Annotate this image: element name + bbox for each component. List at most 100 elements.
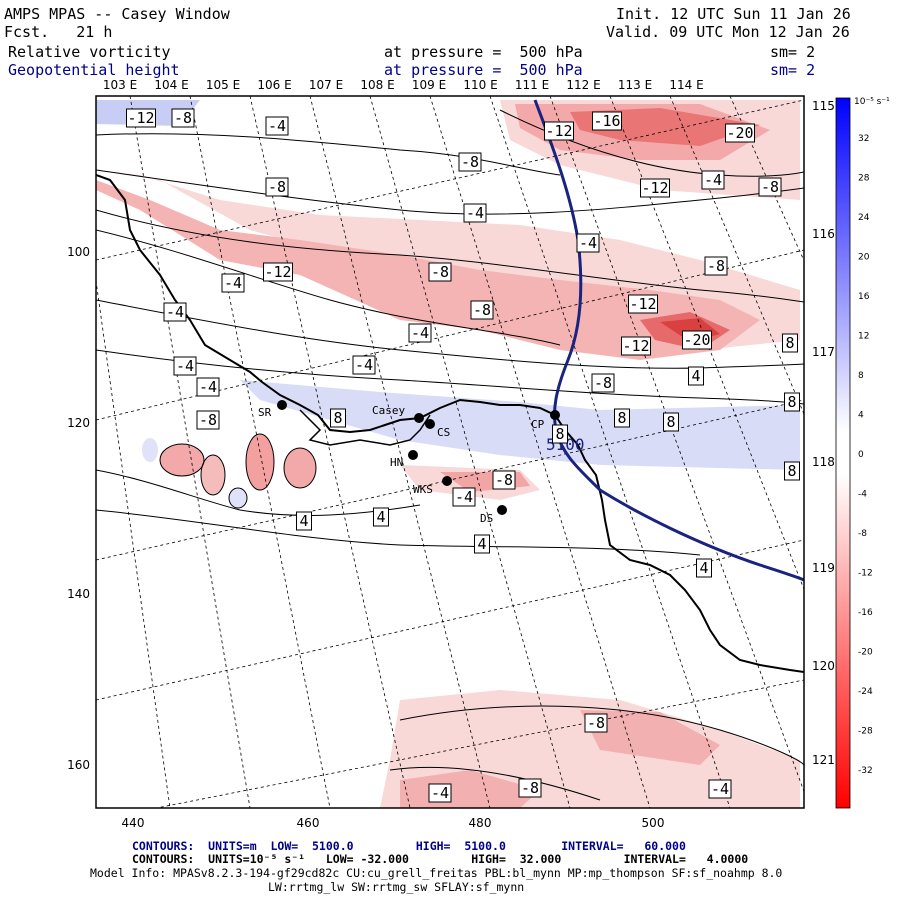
colorbar-tick: 32 (858, 134, 869, 144)
contour-labels: -12 -8 -4 -8 -4 -12 -16 -20 -8 -4 -12 -8 -4 -4 -12 -8 -8… (126, 108, 800, 803)
contour-label-box: -12 (640, 178, 670, 198)
contour-label-box: -4 (196, 377, 220, 397)
coastline-inner (299, 409, 431, 446)
station-label: CS (437, 426, 450, 439)
vort-contours (96, 109, 804, 801)
x-tick-label: 500 (642, 816, 665, 830)
x-tick-label: 460 (297, 816, 320, 830)
svg-text:-20: -20 (683, 331, 710, 349)
contour-label-box: 4 (474, 534, 490, 554)
station-dot (442, 476, 452, 486)
contour-label-box: -4 (452, 487, 476, 507)
contour-label-box: -12 (263, 262, 293, 282)
svg-text:8: 8 (787, 393, 796, 411)
contour-info-vorticity: CONTOURS: UNITS=10⁻⁵ s⁻¹ LOW= -32.000 HI… (132, 852, 749, 866)
svg-text:-8: -8 (473, 301, 491, 319)
svg-text:-4: -4 (199, 378, 217, 396)
smoothing-1: sm= 2 (770, 43, 816, 61)
svg-text:4: 4 (299, 512, 308, 530)
contour-label-box: -20 (725, 123, 755, 143)
station-dot (408, 450, 418, 460)
contour-label-box: -4 (163, 302, 187, 322)
contour-label-box: 4 (688, 366, 704, 386)
contour-label-box: -4 (352, 355, 376, 375)
contour-label-box: 8 (663, 412, 679, 432)
svg-text:-12: -12 (264, 263, 291, 281)
station-dot (414, 413, 424, 423)
lon-label: 103 E (103, 78, 137, 92)
contour-info-height: CONTOURS: UNITS=m LOW= 5100.0 HIGH= 5100… (132, 839, 686, 853)
colorbar-tick: -32 (858, 766, 873, 776)
contour-label-box: -4 (701, 170, 725, 190)
contour-label-box: 4 (296, 511, 312, 531)
svg-text:4: 4 (477, 535, 486, 553)
contour-label-box: -20 (682, 330, 712, 350)
svg-text:-12: -12 (629, 295, 656, 313)
svg-text:-12: -12 (641, 179, 668, 197)
svg-text:8: 8 (333, 409, 342, 427)
smoothing-2: sm= 2 (770, 61, 816, 79)
lon-label: 110 E (463, 78, 497, 92)
vort-blob (229, 488, 247, 508)
contour-label-box: -4 (576, 233, 600, 253)
colorbar-tick: 20 (858, 253, 870, 263)
colorbar-tick: -24 (858, 687, 873, 697)
init-time: Init. 12 UTC Sun 11 Jan 26 (616, 5, 851, 23)
contour-label-box: -8 (591, 373, 615, 393)
colorbar-labels: 32 28 24 20 16 12 8 4 0 -4 -8 -12 -16 -20 -24 -28 -32 (858, 134, 873, 776)
vort-blob (284, 448, 316, 488)
lon-label: 104 E (154, 78, 188, 92)
colorbar-tick: -16 (858, 608, 873, 618)
coastline (96, 174, 804, 673)
lon-label: 105 E (206, 78, 240, 92)
station-markers: SR Casey CS HN WKS DS CP (258, 400, 560, 525)
contour-label-box: -8 (584, 713, 608, 733)
svg-text:-8: -8 (707, 257, 725, 275)
colorbar-tick: 24 (858, 213, 870, 223)
vort-shade-mid (580, 710, 720, 765)
contour-label-box: 8 (784, 392, 800, 412)
station-dot (497, 505, 507, 515)
station-dot (550, 410, 560, 420)
contour-label-box: -8 (171, 108, 195, 128)
vort-blob (142, 438, 158, 462)
svg-text:-8: -8 (431, 263, 449, 281)
field-vorticity: Relative vorticity (8, 43, 171, 61)
contour-label-box: -4 (428, 783, 452, 803)
y-tick-label: 140 (67, 587, 90, 601)
svg-text:-4: -4 (466, 204, 484, 222)
lon-label: 109 E (412, 78, 446, 92)
colorbar-tick: 12 (858, 332, 869, 342)
contour-label-box: -12 (544, 121, 574, 141)
lon-label: 106 E (257, 78, 291, 92)
colorbar-tick: 28 (858, 174, 870, 184)
vort-blob (246, 434, 274, 490)
svg-text:8: 8 (785, 334, 794, 352)
svg-text:-8: -8 (521, 779, 539, 797)
contour-label-box: 8 (784, 461, 800, 481)
station-label: WKS (413, 483, 433, 496)
svg-text:-4: -4 (455, 488, 473, 506)
colorbar-tick: 8 (858, 371, 864, 381)
model-info: Model Info: MPASv8.2.3-194-gf29cd82c CU:… (90, 866, 783, 880)
y-tick-label: 100 (67, 245, 90, 259)
svg-text:8: 8 (555, 425, 564, 443)
station-dot (277, 400, 287, 410)
svg-text:-4: -4 (166, 303, 184, 321)
contour-label-box: -4 (173, 356, 197, 376)
x-tick-label: 480 (469, 816, 492, 830)
plot-frame (95, 95, 805, 809)
lon-label: 107 E (309, 78, 343, 92)
contour-label-box: 4 (373, 507, 389, 527)
contour-label-box: -4 (265, 116, 289, 136)
contour-label-box: -8 (470, 300, 494, 320)
pressure-level-1: at pressure = 500 hPa (384, 43, 583, 61)
vort-shade-blue (240, 380, 800, 470)
colorbar-tick: 0 (858, 450, 864, 460)
colorbar-unit: 10⁻⁵ s⁻¹ (854, 97, 890, 107)
svg-text:-16: -16 (593, 112, 620, 130)
station-label: CP (531, 418, 545, 431)
station-dot (425, 419, 435, 429)
svg-text:-12: -12 (622, 337, 649, 355)
